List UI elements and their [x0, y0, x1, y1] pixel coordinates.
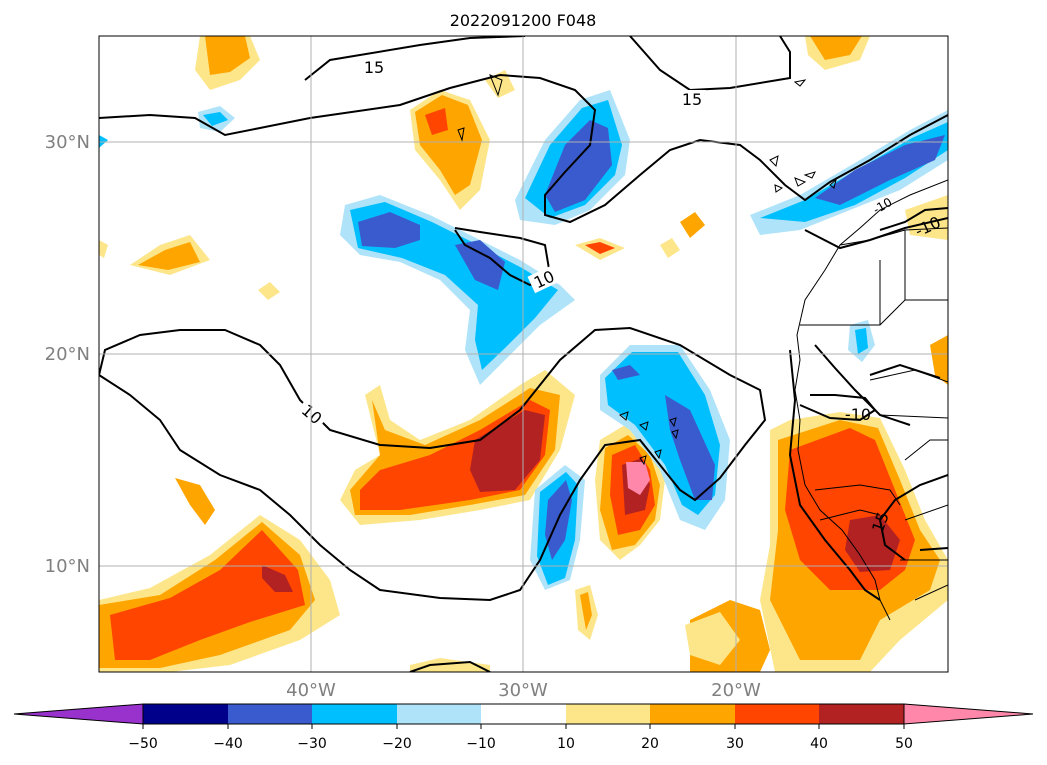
colorbar-tick-label: −30	[297, 736, 327, 752]
contour-label: -10	[845, 405, 871, 424]
lat-label: 20°N	[45, 344, 90, 365]
colorbar-tick-label: −10	[466, 736, 496, 752]
lon-label: 20°W	[711, 680, 761, 701]
colorbar-tick-label: 30	[726, 736, 744, 752]
colorbar-segment	[228, 704, 312, 724]
colorbar-under-extend	[13, 703, 144, 725]
colorbar-segment	[143, 704, 228, 724]
colorbar-segment	[566, 704, 650, 724]
colorbar-frame	[142, 703, 905, 725]
shading-central-positive	[340, 370, 575, 525]
contour-lines	[99, 36, 948, 672]
map-frame	[98, 35, 949, 673]
lon-label: 40°W	[286, 680, 336, 701]
colorbar-segment	[735, 704, 819, 724]
colorbar-tick-label: −20	[382, 736, 412, 752]
colorbar-segment	[397, 704, 481, 724]
axis-labels: 30°N 20°N 10°N 40°W 30°W 20°W	[45, 132, 761, 701]
colorbar-tick-label: −40	[213, 736, 243, 752]
colorbar-tick-label: 50	[895, 736, 913, 752]
colorbar-tick-label: −50	[128, 736, 158, 752]
map-title: 2022091200 F048	[450, 11, 597, 30]
lat-label: 10°N	[45, 556, 90, 577]
colorbar-over-extend	[903, 703, 1034, 725]
lon-label: 30°W	[498, 680, 548, 701]
contour-label: 15	[682, 90, 702, 109]
colorbar-segment	[312, 704, 397, 724]
colorbar-tick-label: 10	[557, 736, 575, 752]
gridlines	[99, 36, 948, 672]
shading-capeverde-positive	[575, 425, 665, 640]
colorbar-tick-labels: −50 −40 −30 −20 −10 10 20 30 40 50	[128, 736, 913, 752]
shading-north-positive	[99, 36, 948, 672]
lat-label: 30°N	[45, 132, 90, 153]
colorbar-ticks	[142, 724, 905, 729]
colorbar: −50 −40 −30 −20 −10 10 20 30 40 50	[13, 703, 1034, 752]
colorbar-tick-label: 40	[810, 736, 828, 752]
colorbar-segment	[819, 704, 904, 724]
shading-negative	[99, 90, 948, 590]
colorbar-segment	[481, 704, 566, 724]
shading-africa-positive	[685, 412, 948, 672]
colorbar-segment	[650, 704, 735, 724]
contour-label: 15	[364, 58, 384, 77]
map-area: 15 15 -10 10 10 -10 15 -10	[99, 36, 948, 672]
colorbar-tick-label: 20	[641, 736, 659, 752]
shading-southwest-positive	[99, 478, 340, 672]
